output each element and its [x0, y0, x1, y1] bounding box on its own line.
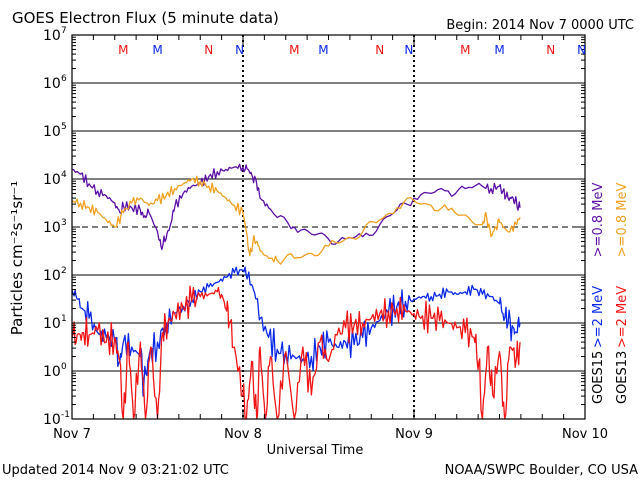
legend-energy-label: >=0.8 MeV [591, 183, 606, 258]
day-marker-n: N [404, 43, 413, 57]
y-tick-base: 10 [43, 316, 61, 332]
y-tick-base: 10 [43, 268, 61, 284]
legend-satellite-goes15: GOES15 [591, 351, 606, 404]
legend-energy-label: >=2 MeV [591, 286, 606, 348]
y-tick-exponent: 6 [61, 74, 67, 84]
x-tick-label: Nov 8 [224, 427, 262, 442]
y-tick-base: 10 [43, 412, 61, 428]
x-tick-label: Nov 10 [562, 427, 608, 442]
y-tick-exponent: 5 [61, 122, 67, 132]
y-tick-label: 10 3 [43, 218, 67, 236]
y-tick-label: 10 -1 [43, 410, 70, 428]
series-line-goes15-0-8-mev [71, 163, 521, 251]
y-tick-exponent: 2 [61, 266, 67, 276]
x-tick-label: Nov 7 [53, 427, 91, 442]
y-tick-label: 10 1 [43, 314, 67, 332]
series-line-goes13-2-mev [71, 285, 521, 420]
y-tick-exponent: 4 [61, 170, 67, 180]
y-tick-label: 10 5 [43, 122, 67, 140]
series-line-goes13-0-8-mev [71, 175, 521, 265]
legend: GOES15 >=0.8 MeV GOES13 >=0.8 MeV >=2 MeV >=2… [591, 183, 630, 404]
y-tick-exponent: -1 [61, 410, 70, 420]
day-marker-n: N [577, 43, 586, 57]
legend-satellite-goes13: GOES13 [615, 351, 630, 404]
x-axis-label: Universal Time [267, 443, 364, 458]
day-marker-m: M [289, 43, 299, 57]
day-marker-m: M [318, 43, 328, 57]
legend-energy-label: >=0.8 MeV [615, 183, 630, 258]
source-credit: NOAA/SWPC Boulder, CO USA [445, 463, 638, 478]
data-series [71, 163, 521, 420]
begin-time-label: Begin: 2014 Nov 7 0000 UTC [446, 18, 634, 33]
day-marker-m: M [494, 43, 504, 57]
y-tick-label: 10 4 [43, 170, 67, 188]
day-marker-n: N [375, 43, 384, 57]
gridlines [72, 35, 585, 419]
legend-energy-label: >=2 MeV [615, 286, 630, 348]
chart-title: GOES Electron Flux (5 minute data) [12, 9, 279, 27]
y-axis-label: Particles cm⁻²s⁻¹sr⁻¹ [8, 181, 26, 335]
y-tick-exponent: 3 [61, 218, 67, 228]
day-marker-m: M [152, 43, 162, 57]
y-tick-exponent: 0 [61, 362, 67, 372]
day-marker-n: N [546, 43, 555, 57]
y-tick-label: 10 0 [43, 362, 67, 380]
updated-timestamp: Updated 2014 Nov 9 03:21:02 UTC [2, 463, 229, 478]
x-tick-labels: Nov 7 Nov 8 Nov 9 Nov 10 [53, 427, 608, 442]
y-tick-exponent: 1 [61, 314, 67, 324]
y-tick-base: 10 [43, 76, 61, 92]
y-tick-label: 10 2 [43, 266, 67, 284]
y-tick-base: 10 [43, 220, 61, 236]
y-tick-label: 10 7 [43, 26, 67, 44]
y-tick-base: 10 [43, 364, 61, 380]
day-marker-n: N [204, 43, 213, 57]
y-tick-base: 10 [43, 28, 61, 44]
y-tick-base: 10 [43, 124, 61, 140]
y-tick-exponent: 7 [61, 26, 67, 36]
axes [71, 34, 586, 420]
y-tick-label: 10 6 [43, 74, 67, 92]
day-marker-n: N [235, 43, 244, 57]
y-tick-base: 10 [43, 172, 61, 188]
day-marker-m: M [460, 43, 470, 57]
day-marker-m: M [118, 43, 128, 57]
x-tick-label: Nov 9 [395, 427, 433, 442]
